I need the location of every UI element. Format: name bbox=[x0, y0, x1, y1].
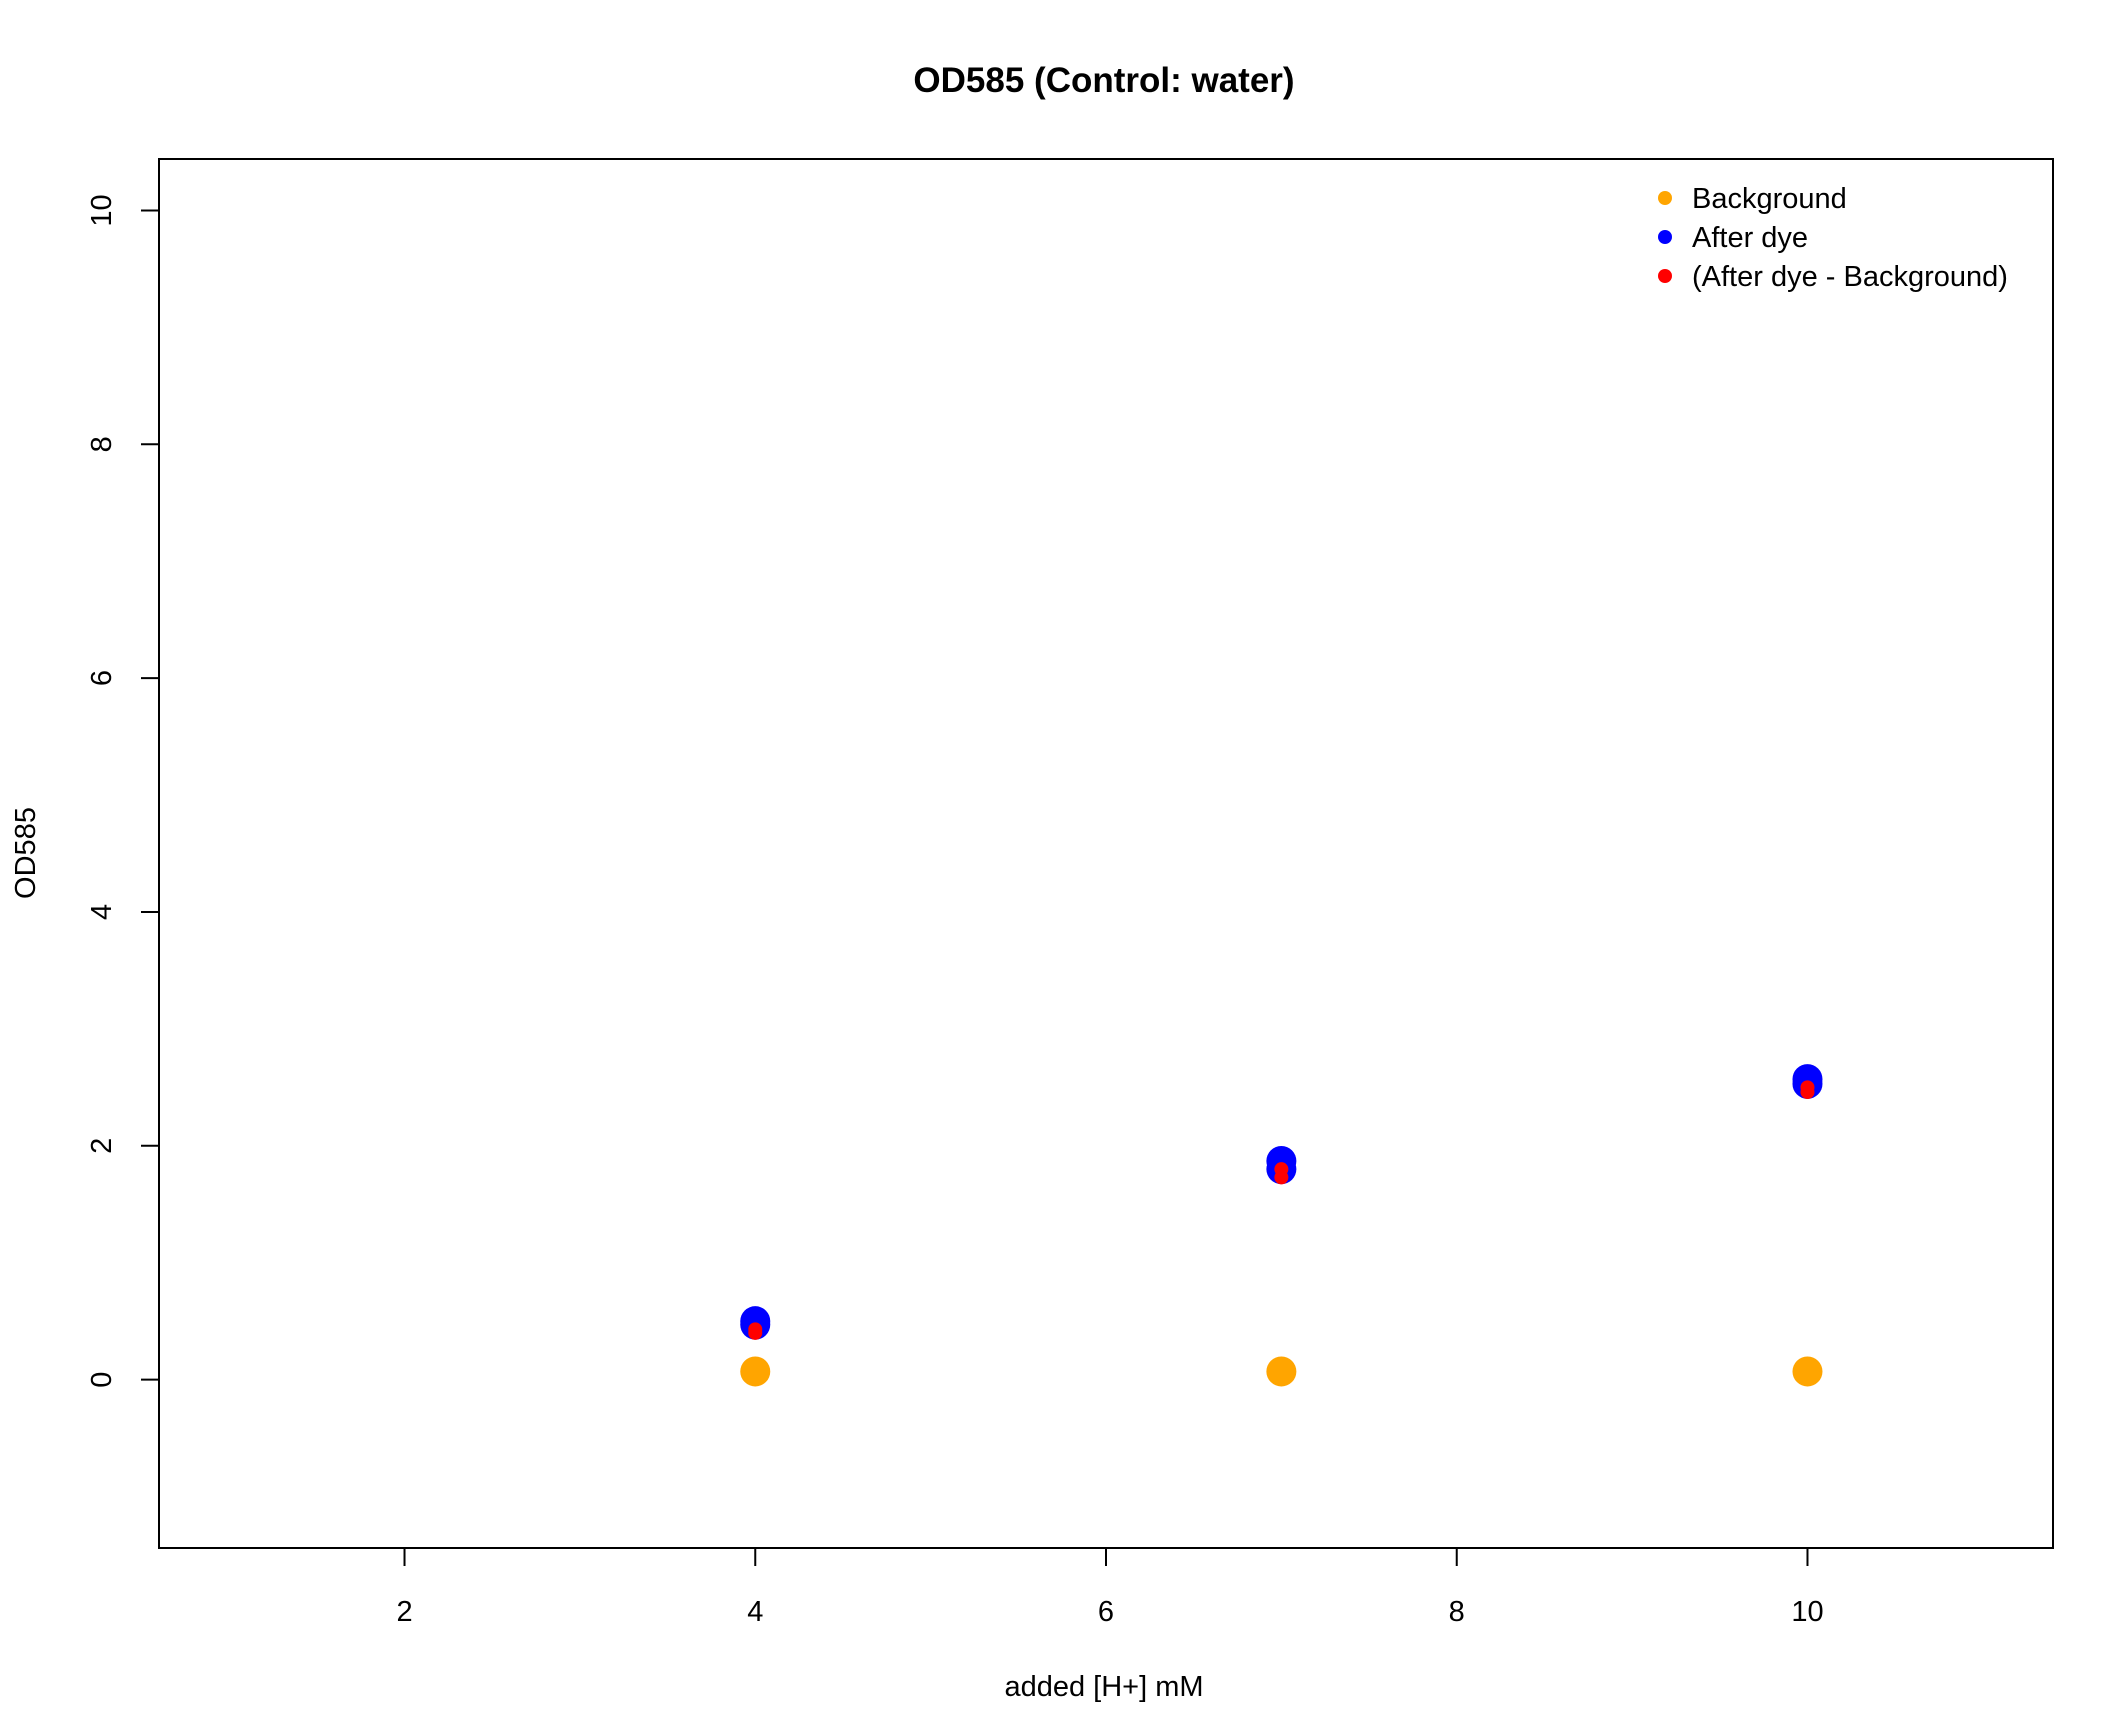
y-tick-label: 8 bbox=[86, 436, 118, 452]
data-point bbox=[740, 1356, 771, 1387]
y-tick-label: 4 bbox=[86, 904, 118, 920]
x-tick-label: 10 bbox=[1791, 1596, 1823, 1628]
legend: Background After dye (After dye - Backgrou… bbox=[1658, 183, 2008, 293]
data-point bbox=[1792, 1356, 1823, 1387]
y-tick-label: 10 bbox=[86, 194, 118, 226]
x-tick-label: 2 bbox=[396, 1596, 412, 1628]
data-point bbox=[1274, 1170, 1289, 1185]
legend-marker bbox=[1658, 269, 1672, 283]
legend-marker bbox=[1658, 230, 1672, 244]
x-tick-label: 6 bbox=[1098, 1596, 1114, 1628]
legend-label: (After dye - Background) bbox=[1692, 261, 2008, 293]
x-axis-label: added [H+] mM bbox=[1004, 1671, 1203, 1703]
legend-label: After dye bbox=[1692, 222, 1808, 254]
y-tick-label: 6 bbox=[86, 670, 118, 686]
data-points bbox=[740, 1064, 1823, 1387]
y-tick-label: 2 bbox=[86, 1138, 118, 1154]
x-tick-label: 4 bbox=[747, 1596, 763, 1628]
y-tick-label: 0 bbox=[86, 1372, 118, 1388]
x-tick-label: 8 bbox=[1449, 1596, 1465, 1628]
data-point bbox=[1266, 1356, 1297, 1387]
data-point bbox=[748, 1325, 763, 1340]
data-point bbox=[1800, 1085, 1815, 1100]
x-axis: 2 4 6 8 10 bbox=[396, 1547, 1824, 1628]
chart-title: OD585 (Control: water) bbox=[913, 61, 1294, 100]
legend-label: Background bbox=[1692, 183, 1847, 215]
y-axis-label: OD585 bbox=[10, 807, 42, 899]
y-axis: 0 2 4 6 8 10 bbox=[86, 194, 160, 1388]
legend-marker bbox=[1658, 191, 1672, 205]
